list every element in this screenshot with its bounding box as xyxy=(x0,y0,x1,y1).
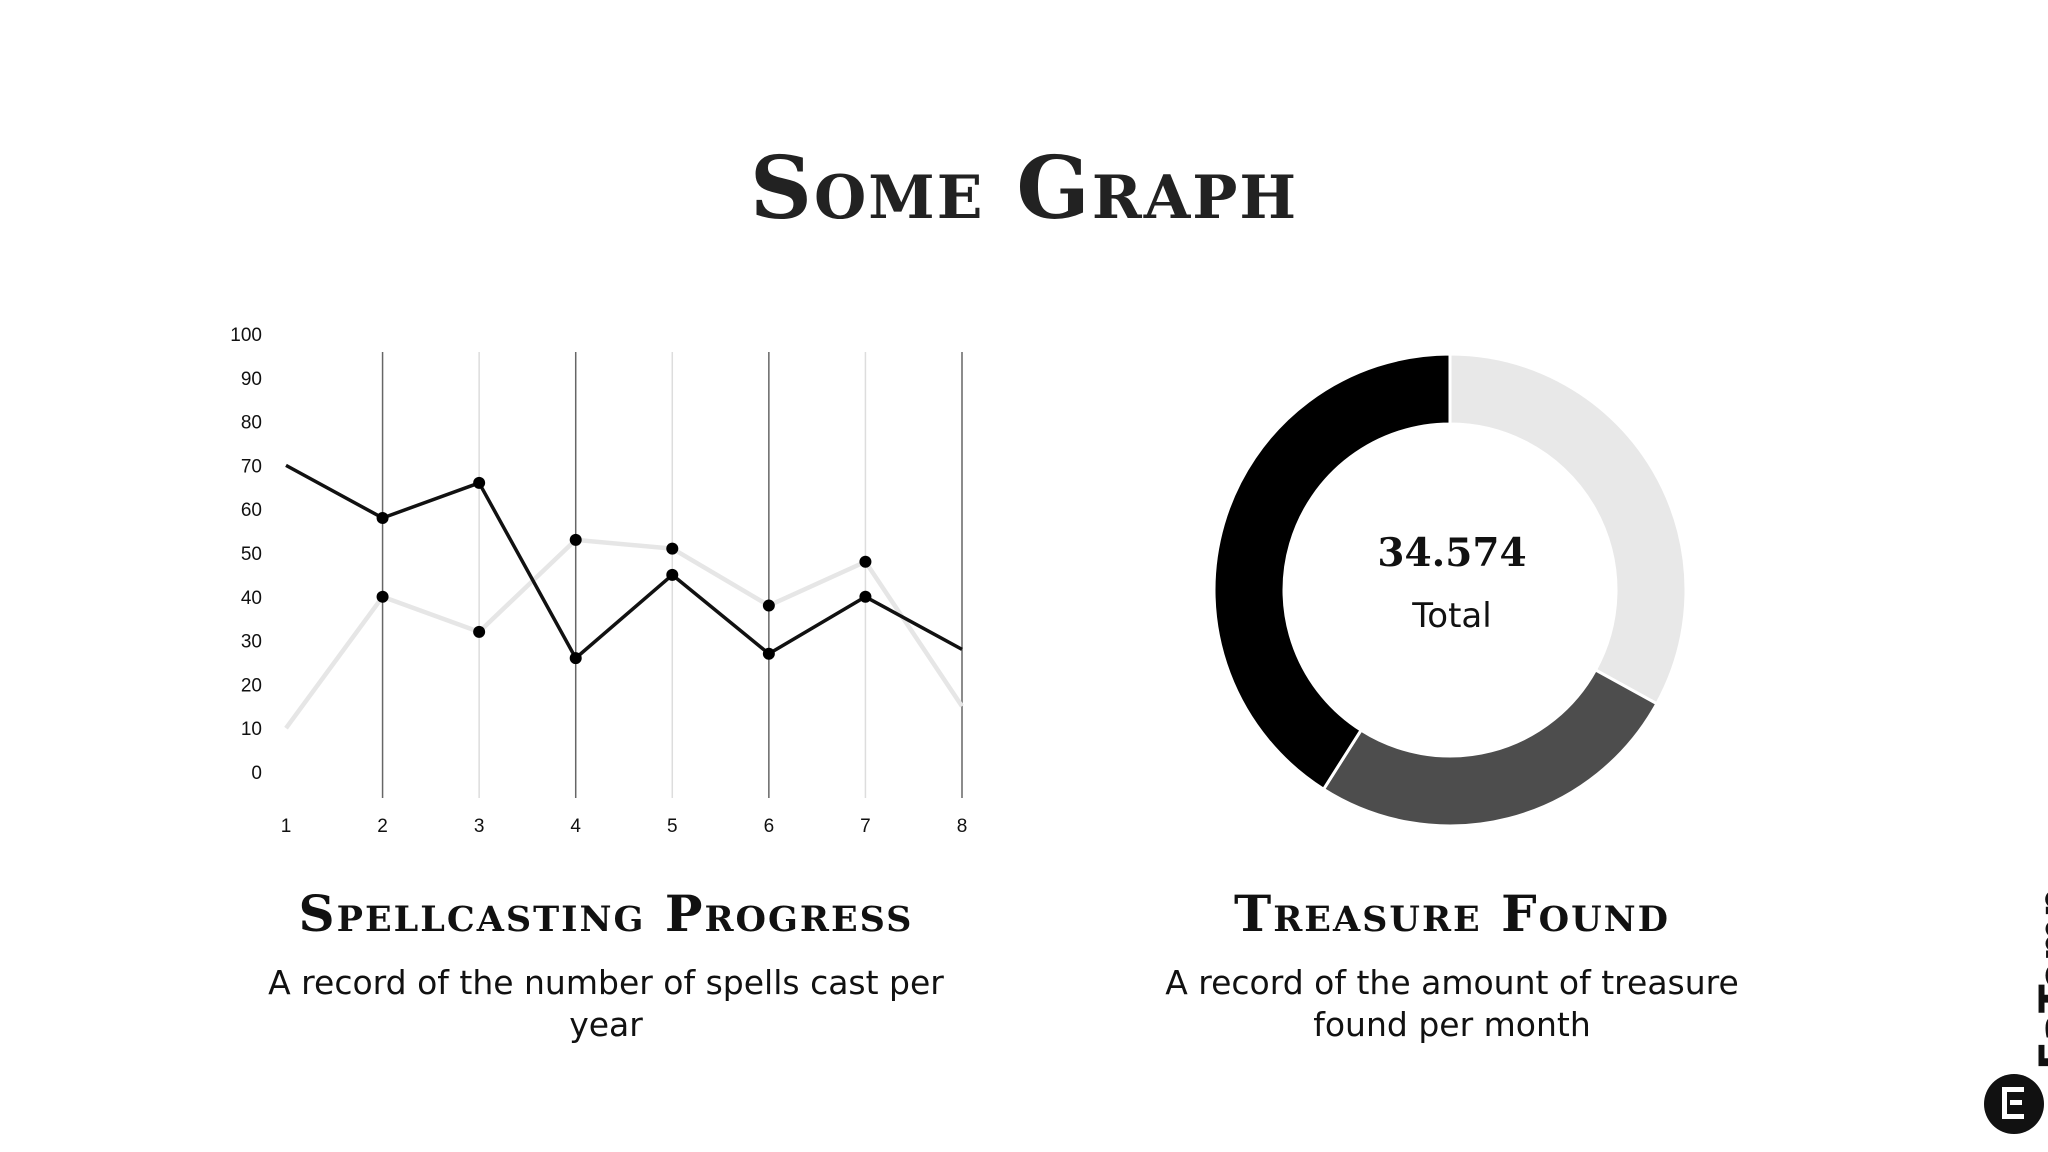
x-tick-label: 1 xyxy=(281,816,292,837)
data-point xyxy=(569,652,582,665)
spellcasting-description: A record of the number of spells cast pe… xyxy=(268,963,944,1044)
x-tick-label: 6 xyxy=(764,816,775,837)
spellcasting-line-chart: 0 10 20 30 40 50 60 70 80 90 100 1 2 3 4 5 6 7 8 xyxy=(230,325,968,837)
x-tick-label: 7 xyxy=(860,816,871,837)
page-title: Some Graph xyxy=(749,138,1299,239)
treasure-donut-chart xyxy=(1212,352,1688,828)
treasure-title: Treasure Found xyxy=(1234,884,1670,943)
y-tick-label: 90 xyxy=(241,369,262,390)
y-tick-label: 60 xyxy=(241,500,262,521)
donut-total-value: 34.574 xyxy=(1377,530,1527,576)
data-point xyxy=(762,647,775,660)
data-point xyxy=(666,568,679,581)
brand-name: EaTemp xyxy=(2030,887,2048,1070)
data-point xyxy=(859,555,872,568)
donut-total-label: Total xyxy=(1412,596,1492,636)
x-tick-label: 5 xyxy=(667,816,678,837)
x-tick-label: 2 xyxy=(377,816,388,837)
series-line xyxy=(285,463,963,660)
y-tick-label: 50 xyxy=(241,544,262,565)
treasure-description: A record of the amount of treasure found… xyxy=(1165,963,1739,1044)
y-tick-label: 30 xyxy=(241,632,262,653)
data-point xyxy=(376,590,389,603)
data-point xyxy=(376,511,389,524)
x-tick-label: 4 xyxy=(570,816,581,837)
data-point xyxy=(473,476,486,489)
data-point xyxy=(762,599,775,612)
donut-slice xyxy=(1448,352,1688,706)
y-tick-label: 10 xyxy=(241,719,262,740)
y-tick-label: 80 xyxy=(241,413,262,434)
x-tick-label: 3 xyxy=(474,816,485,837)
y-tick-label: 40 xyxy=(241,588,262,609)
data-point xyxy=(473,625,486,638)
y-tick-label: 0 xyxy=(251,763,262,784)
y-tick-label: 20 xyxy=(241,675,262,696)
spellcasting-title: Spellcasting Progress xyxy=(298,884,914,943)
donut-slice xyxy=(1212,352,1452,792)
x-tick-label: 8 xyxy=(957,816,968,837)
data-point xyxy=(859,590,872,603)
series-line xyxy=(284,537,964,730)
donut-slice xyxy=(1321,667,1659,828)
data-point xyxy=(569,533,582,546)
y-tick-label: 70 xyxy=(241,456,262,477)
data-point xyxy=(666,542,679,555)
brand-logo-icon xyxy=(1984,1074,2044,1134)
y-tick-label: 100 xyxy=(230,325,262,346)
